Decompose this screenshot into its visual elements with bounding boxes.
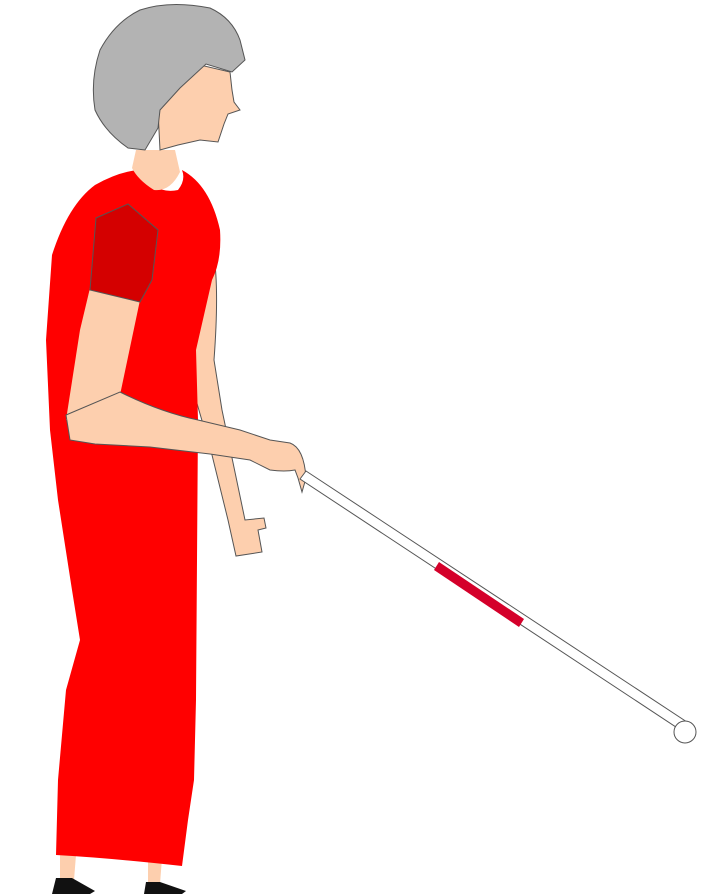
front-upper-arm (66, 288, 140, 420)
sleeve (89, 203, 159, 303)
right-leg (148, 858, 162, 884)
left-leg (60, 855, 76, 880)
front-forearm (65, 391, 307, 494)
cane-tip (673, 720, 697, 744)
neck (132, 150, 180, 191)
left-shoe (52, 878, 95, 894)
white-cane (299, 470, 697, 744)
right-shoe (144, 882, 186, 894)
cane-red-band (434, 562, 524, 627)
hair (92, 3, 246, 151)
